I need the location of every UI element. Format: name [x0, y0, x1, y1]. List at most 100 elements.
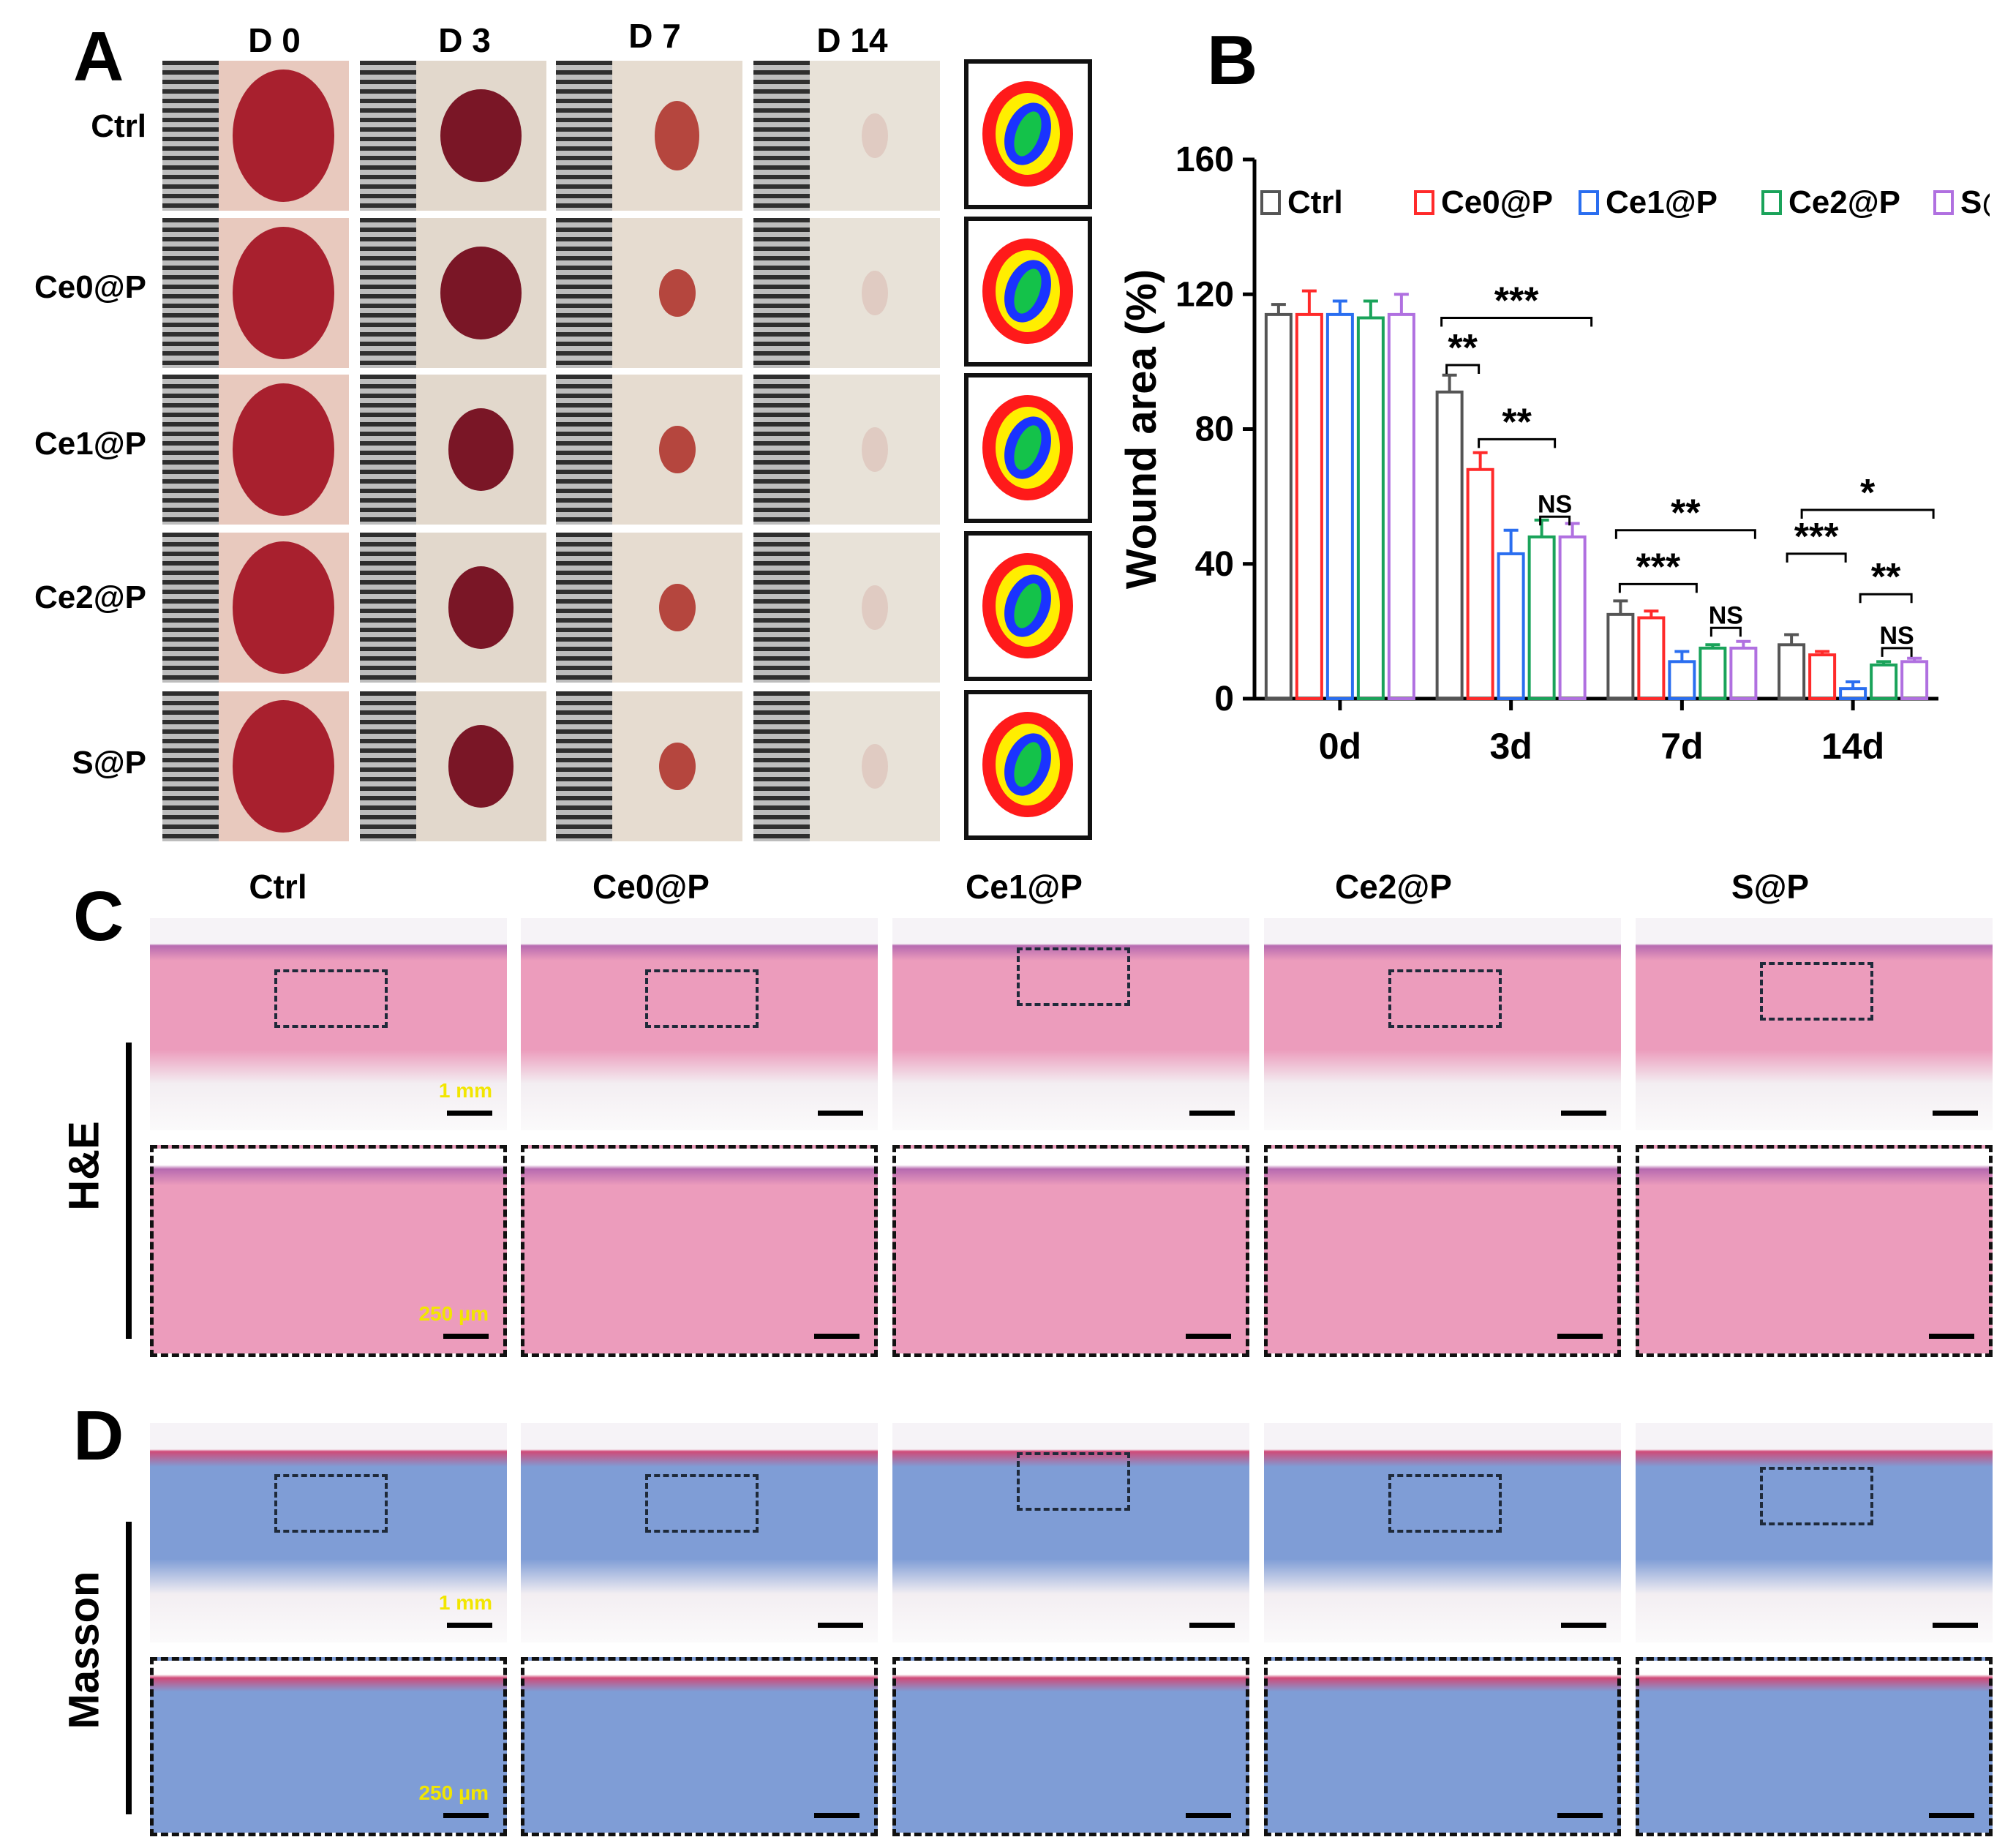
- day-label-7: D 7: [628, 17, 681, 55]
- zoom-region-box: [1760, 962, 1873, 1021]
- ruler: [360, 375, 416, 525]
- y-tick-label: 40: [1195, 545, 1234, 584]
- wound-area: [448, 408, 514, 491]
- sig-3d-b-bracket: [1445, 364, 1481, 374]
- wound-photo: [162, 218, 349, 368]
- sig-7d-c-label: NS: [1709, 601, 1743, 629]
- masson-top-section: [1636, 1423, 1993, 1642]
- scale-bar: [1189, 1111, 1235, 1116]
- ruler: [360, 218, 416, 368]
- scale-bar: [443, 1813, 489, 1818]
- zoom-region-box: [1760, 1467, 1873, 1525]
- zoom-region-box: [645, 969, 759, 1028]
- sig-7d-a-bracket: [1614, 529, 1756, 539]
- wound-area: [861, 270, 888, 316]
- legend-swatch: [1579, 190, 1599, 215]
- masson-zoom-section: 250 µm: [150, 1657, 507, 1836]
- row-label-ce1: Ce1@P: [34, 426, 146, 462]
- legend-swatch: [1933, 190, 1954, 215]
- he-zoom-section: [521, 1145, 878, 1357]
- wound-closure-schematic: [964, 531, 1092, 681]
- he-row-label: H&E: [60, 1121, 108, 1211]
- day-label-3: D 3: [438, 21, 491, 59]
- masson-top-section: [521, 1423, 878, 1642]
- bar: [1325, 312, 1354, 700]
- wound-area: [861, 113, 888, 159]
- sig-14d-b-label: ***: [1794, 516, 1839, 558]
- masson-top-section: [892, 1423, 1249, 1642]
- bar: [1778, 643, 1806, 700]
- masson-top-section: [1264, 1423, 1621, 1642]
- wound-photo: [360, 61, 546, 211]
- y-axis-label: Wound area (%): [1118, 269, 1165, 589]
- bar: [1466, 467, 1494, 700]
- scale-bar-label: 1 mm: [438, 1079, 492, 1102]
- wound-photo: [753, 375, 940, 525]
- scale-bar: [1929, 1813, 1974, 1818]
- ruler: [360, 61, 416, 211]
- ruler: [556, 218, 612, 368]
- ruler: [753, 218, 810, 368]
- bar: [1497, 552, 1525, 701]
- wound-area: [440, 89, 522, 183]
- y-tick-label: 160: [1175, 140, 1234, 179]
- sig-3d-b-label: **: [1448, 327, 1478, 369]
- wound-photo: [162, 61, 349, 211]
- wound-photo: [162, 533, 349, 683]
- ruler: [162, 533, 219, 683]
- wound-area: [658, 268, 696, 318]
- scale-bar: [1561, 1111, 1606, 1116]
- sig-14d-b-bracket: [1786, 552, 1847, 563]
- ruler: [556, 375, 612, 525]
- wound-photo: [162, 691, 349, 841]
- he-top-section: [1636, 918, 1993, 1130]
- masson-zoom-section: [1264, 1657, 1621, 1836]
- sig-3d-c-bracket: [1478, 437, 1557, 448]
- histo-col-ce0: Ce0@P: [593, 868, 710, 906]
- scale-bar: [1189, 1623, 1235, 1628]
- bar: [1264, 312, 1293, 700]
- masson-zoom-section: [521, 1657, 878, 1836]
- sig-3d-d-label: NS: [1538, 490, 1572, 518]
- ruler: [753, 61, 810, 211]
- legend-label: Ce0@P: [1441, 184, 1553, 220]
- he-top-section: [521, 918, 878, 1130]
- sig-3d-a-bracket: [1440, 316, 1593, 327]
- legend-swatch: [1761, 190, 1782, 215]
- scale-bar: [1929, 1334, 1974, 1339]
- wound-area: [448, 566, 514, 649]
- he-top-section: [1264, 918, 1621, 1130]
- panel-b-letter: B: [1207, 21, 1258, 99]
- ruler: [556, 691, 612, 841]
- wound-photo: [360, 691, 546, 841]
- scale-bar: [443, 1334, 489, 1339]
- histo-col-ctrl: Ctrl: [249, 868, 307, 906]
- row-label-ce2: Ce2@P: [34, 579, 146, 615]
- ruler: [753, 691, 810, 841]
- ruler: [360, 533, 416, 683]
- bar: [1637, 616, 1666, 701]
- zoom-region-box: [1388, 969, 1502, 1028]
- zoom-region-box: [1017, 1452, 1130, 1511]
- he-zoom-section: [1636, 1145, 1993, 1357]
- wound-photo: [556, 691, 742, 841]
- scale-bar: [447, 1111, 492, 1116]
- masson-zoom-section: [892, 1657, 1249, 1836]
- ruler: [162, 691, 219, 841]
- sig-14d-d-label: NS: [1880, 622, 1914, 650]
- he-bracket-bar: [126, 1043, 132, 1339]
- scale-bar: [818, 1111, 863, 1116]
- bar: [1900, 660, 1929, 700]
- scale-bar: [1561, 1623, 1606, 1628]
- histo-col-ce2: Ce2@P: [1335, 868, 1452, 906]
- bar: [1699, 646, 1727, 700]
- panel-c-letter: C: [73, 877, 124, 955]
- wound-photo: [162, 375, 349, 525]
- x-tick-label: 0d: [1319, 726, 1361, 767]
- bar: [1808, 653, 1837, 701]
- wound-area: [440, 246, 522, 340]
- wound-photo: [360, 533, 546, 683]
- x-tick-label: 7d: [1660, 726, 1703, 767]
- row-label-sp: S@P: [72, 745, 146, 781]
- wound-area: [233, 227, 335, 359]
